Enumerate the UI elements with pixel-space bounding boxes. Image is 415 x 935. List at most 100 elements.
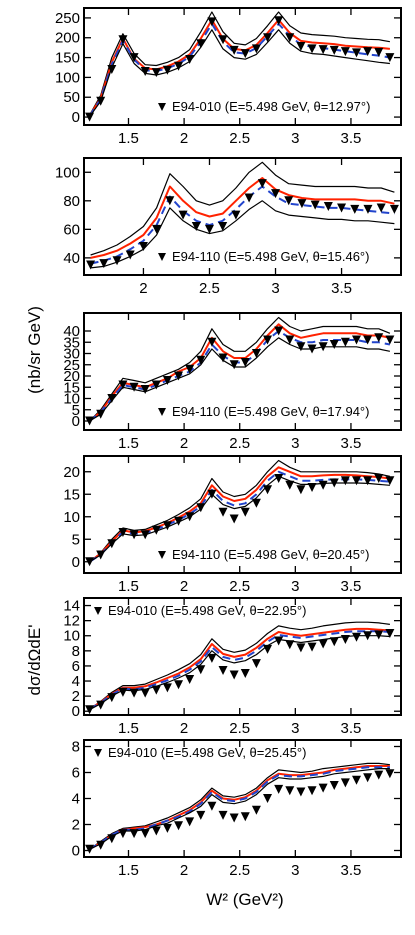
data-point (196, 503, 206, 513)
series-line-band-upper (89, 459, 391, 563)
data-point (96, 96, 106, 106)
data-point (352, 775, 362, 785)
y-tick-label: 4 (72, 791, 80, 808)
data-point (329, 45, 339, 55)
data-point (307, 44, 317, 54)
data-point (162, 376, 172, 385)
data-point (240, 507, 250, 517)
data-point (207, 17, 217, 27)
data-point (285, 786, 295, 796)
x-tick-label: 2 (180, 435, 188, 452)
data-point (352, 335, 362, 345)
y-tick-label: 35 (63, 334, 80, 351)
panel-4: 0 5 10 15 20 1.5 2 2.5 3 3.5 E94-110 (E=5.498 GeV,… (63, 455, 402, 595)
y-tick-label: 12 (63, 613, 80, 630)
data-point (274, 474, 284, 483)
data-point (363, 631, 373, 641)
legend-marker (94, 749, 102, 757)
data-point (99, 259, 109, 269)
data-point (363, 47, 373, 57)
data-point (174, 61, 184, 71)
data-point (85, 416, 95, 426)
plot-frame (83, 157, 402, 276)
data-point (218, 353, 228, 363)
x-tick-label: 3 (291, 130, 299, 147)
series-line-alternate (89, 470, 390, 563)
data-point (352, 476, 362, 486)
x-tick-label: 3 (291, 578, 299, 595)
y-tick-label: 0 (72, 413, 80, 430)
x-tick-label: 3.5 (341, 720, 362, 737)
plot-area (85, 316, 395, 426)
x-axis-title: W² (GeV²) (206, 890, 283, 909)
data-point (174, 516, 184, 526)
data-point (96, 550, 106, 560)
data-point (274, 636, 284, 646)
data-point (363, 335, 373, 345)
data-point (86, 260, 96, 270)
x-tick-label: 3 (271, 280, 279, 297)
data-point (151, 525, 161, 535)
data-point (107, 394, 117, 403)
legend-label: E94-110 (E=5.498 GeV, θ=17.94°) (172, 404, 369, 419)
data-point (129, 530, 139, 540)
data-point (263, 485, 273, 495)
x-tick-label: 2.5 (229, 578, 250, 595)
data-point (296, 643, 306, 653)
data-point (165, 196, 175, 206)
series-line-band-upper (90, 161, 395, 256)
legend-marker (158, 103, 166, 111)
y-tick-label: 150 (55, 50, 80, 67)
data-point (185, 55, 195, 65)
data-point (340, 337, 350, 347)
data-point (229, 813, 239, 823)
data-point (318, 45, 328, 55)
data-point (207, 489, 217, 499)
data-point (240, 358, 250, 367)
x-tick-label: 3.5 (341, 862, 362, 879)
data-point (151, 380, 161, 390)
data-point (318, 342, 328, 352)
series-line-central (88, 323, 391, 422)
data-point (174, 821, 184, 831)
data-point (274, 784, 284, 794)
series-line-central (88, 18, 391, 117)
data-point (140, 530, 150, 540)
data-point (318, 639, 328, 649)
data-point (318, 480, 328, 490)
y-tick-label: 0 (72, 554, 80, 571)
data-point (174, 680, 184, 690)
data-point (352, 632, 362, 642)
data-point (385, 628, 395, 638)
y-tick-label: 8 (72, 643, 80, 660)
data-point (307, 344, 317, 354)
data-point (323, 202, 333, 212)
data-point (129, 688, 139, 698)
data-point (85, 844, 95, 854)
data-point (263, 794, 273, 803)
x-tick-label: 2 (139, 280, 147, 297)
data-point (107, 834, 117, 844)
plot-area (85, 621, 395, 715)
data-point (385, 53, 395, 63)
data-point (229, 514, 239, 524)
data-point (329, 781, 339, 790)
plot-area (86, 161, 399, 270)
series-line-central (89, 765, 390, 851)
data-point (96, 409, 106, 419)
data-point (140, 829, 150, 839)
panel-1: 0 50 100 150 200 250 1.5 2 2.5 3 3.5 E94-010 (E=5.4… (55, 7, 402, 147)
y-tick-label: 6 (72, 658, 80, 675)
y-tick-label: 10 (63, 628, 80, 645)
x-tick-label: 1.5 (118, 862, 139, 879)
data-point (162, 683, 172, 693)
legend-marker (158, 253, 166, 261)
data-point (96, 700, 106, 710)
data-point (162, 65, 172, 75)
data-point (140, 66, 150, 76)
series-line-band-lower (89, 767, 390, 850)
data-point (207, 801, 217, 811)
data-point (218, 665, 228, 675)
y-tick-label: 250 (55, 10, 80, 27)
